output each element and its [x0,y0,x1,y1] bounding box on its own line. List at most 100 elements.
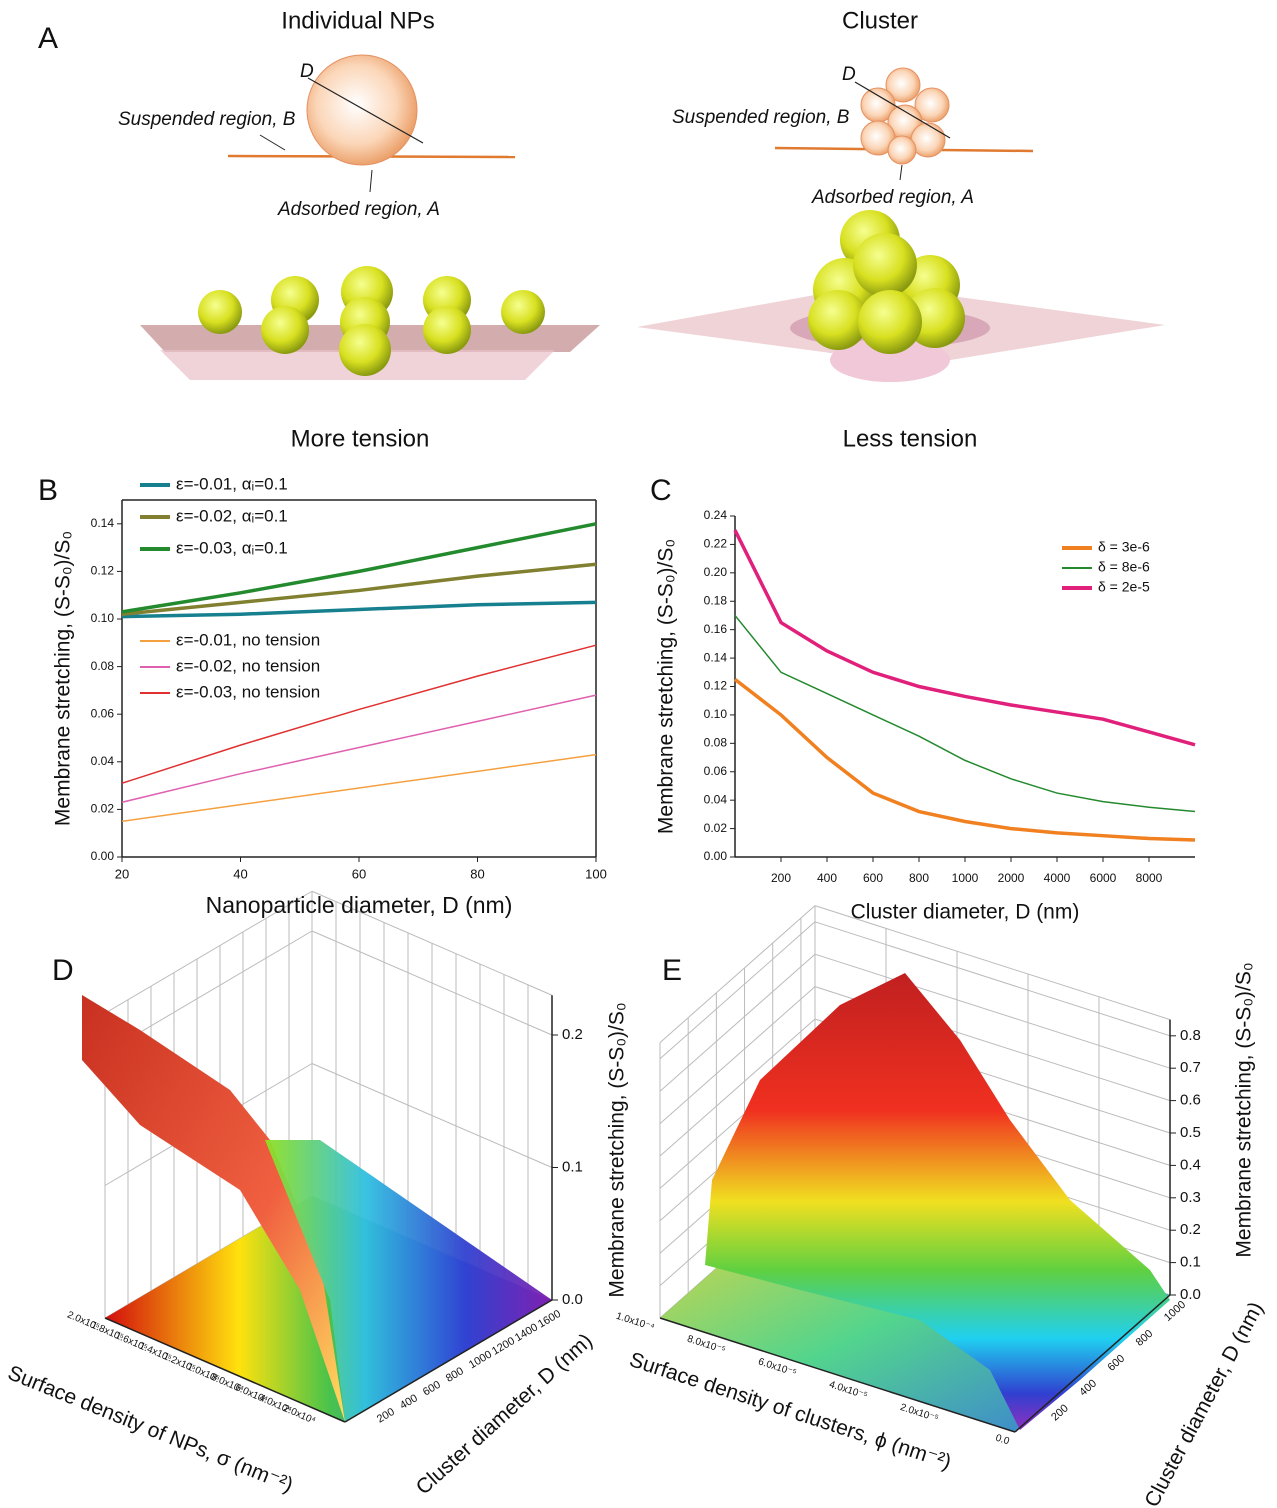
axis-line [104,1317,346,1423]
z-axis-title: Membrane stretching, (S-S₀)/S₀ [1233,962,1256,1257]
series-line [121,562,597,616]
y-tick-label: 0.22 [704,537,728,551]
pointer [369,169,373,193]
cluster-icon [860,67,950,165]
diameter-line [854,81,951,139]
grid-line [814,921,1171,1037]
membrane-illustration [140,210,1165,382]
y-tick-label: 0.14 [704,650,728,664]
y-tick-label: 1000 [467,1349,494,1372]
y-tick-label: 400 [1077,1377,1099,1398]
x-tick-label: 8000 [1136,871,1163,885]
y-tick-label: 600 [421,1379,443,1399]
x-tick-label: 1000 [952,871,979,885]
y-axis-title: Cluster diameter, D (nm) [1140,1298,1268,1508]
y-tick-label: 0.04 [91,754,115,768]
grid-line [659,1018,816,1157]
legend-label: ε=-0.02, no tension [176,656,320,675]
panel-title: Individual NPs [281,7,434,34]
series-line [734,614,1196,813]
nanoparticle [306,54,418,166]
grid-line [659,953,816,1092]
surface-e [660,973,1170,1432]
diameter-label: D [842,64,856,85]
z-tick-label: 0.3 [1180,1189,1201,1206]
x-tick-label: 60 [352,866,366,881]
x-tick-label: 800 [909,871,929,885]
x-tick-label: 2.0x10⁵ [65,1309,101,1333]
series-line [121,644,597,784]
panel-label: A [38,22,58,55]
panel-label: E [662,954,682,987]
y-tick-label: 200 [1049,1402,1071,1423]
diameter-line [307,77,424,144]
pointer [259,134,286,151]
y-tick-label: 0.06 [91,706,115,720]
y-tick-label: 0.02 [91,802,115,816]
series-line [733,529,1196,747]
y-tick-label: 0.10 [91,611,115,625]
x-tick-label: 400 [817,871,837,885]
y-tick-label: 0.04 [704,792,728,806]
pointer [899,164,903,181]
y-tick-label: 0.12 [91,564,115,578]
y-tick-label: 0.12 [704,679,728,693]
x-tick-label: 0.0 [994,1433,1011,1448]
grid-line [814,953,1171,1069]
z-tick-label: 0.5 [1180,1124,1201,1141]
legend-label: ε=-0.03, αᵢ=0.1 [176,538,288,557]
y-tick-label: 800 [444,1365,466,1385]
panel-label: D [52,954,74,987]
series-line [121,694,597,803]
y-tick-label: 1400 [513,1321,540,1344]
z-tick-label: 0.4 [1180,1156,1201,1173]
x-tick-label: 4000 [1044,871,1071,885]
region-label: Adsorbed region, A [811,187,974,208]
y-tick-label: 0.16 [704,622,728,636]
region-label: Suspended region, B [118,109,296,130]
axis-line [659,1317,1016,1433]
y-tick-label: 400 [398,1392,420,1412]
panel-title: Cluster [842,7,918,34]
y-tick-label: 800 [1134,1328,1156,1349]
legend-label: ε=-0.01, αᵢ=0.1 [176,474,288,493]
panel-label: C [650,474,672,507]
x-tick-label: 20 [115,866,129,881]
axis-line [344,1299,553,1423]
z-tick-label: 0.2 [1180,1221,1201,1238]
y-tick-label: 1200 [490,1335,517,1358]
z-tick-label: 0.7 [1180,1059,1201,1076]
y-tick-label: 600 [1106,1353,1128,1374]
y-tick-label: 0.20 [704,565,728,579]
legend-label: δ = 3e-6 [1098,539,1150,555]
z-tick-label: 0.2 [562,1026,583,1043]
caption: Less tension [843,425,978,452]
series-line [121,600,597,619]
z-tick-label: 0.8 [1180,1027,1201,1044]
y-tick-label: 200 [375,1406,397,1426]
z-tick-label: 0.0 [1180,1286,1201,1303]
x-axis-title: Cluster diameter, D (nm) [851,901,1080,924]
y-tick-label: 0.18 [704,593,728,607]
y-tick-label: 0.02 [704,821,728,835]
x-tick-label: 100 [585,866,607,881]
z-tick-label: 0.0 [562,1291,583,1308]
region-label: Adsorbed region, A [277,199,440,220]
wall-edge [659,905,816,1043]
x-tick-label: 6000 [1090,871,1117,885]
y-axis-title: Membrane stretching, (S-S₀)/S₀ [52,531,75,826]
caption: More tension [291,425,430,452]
y-tick-label: 0.08 [704,736,728,750]
x-axis-title: Nanoparticle diameter, D (nm) [206,892,513,918]
y-tick-label: 1600 [536,1308,563,1331]
region-label: Suspended region, B [672,107,850,128]
x-tick-label: 1.0x10⁻⁴ [615,1311,656,1334]
x-tick-label: 2000 [998,871,1025,885]
z-tick-label: 0.1 [562,1158,583,1175]
diameter-label: D [300,61,314,82]
y-tick-label: 0.00 [91,849,115,863]
legend-label: ε=-0.02, αᵢ=0.1 [176,506,288,525]
y-tick-label: 0.14 [91,516,115,530]
